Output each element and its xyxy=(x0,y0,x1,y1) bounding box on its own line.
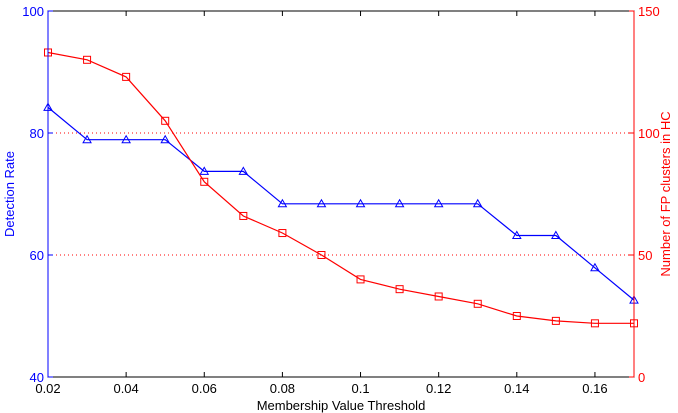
fp-clusters-point xyxy=(161,116,170,125)
detection-rate-point xyxy=(472,198,483,208)
right-y-axis-title: Number of FP clusters in HC xyxy=(658,111,673,276)
detection-rate-point xyxy=(511,230,522,239)
detection-rate-point xyxy=(160,134,171,144)
x-tick-label: 0.12 xyxy=(426,381,451,396)
x-tick-label: 0.1 xyxy=(351,381,369,396)
detection-rate-point xyxy=(590,262,600,272)
fp-clusters-point xyxy=(200,177,209,186)
x-tick-label: 0.14 xyxy=(504,381,529,396)
x-tick-label: 0.16 xyxy=(582,381,607,396)
fp-clusters-point xyxy=(239,211,248,220)
detection-rate-point xyxy=(316,198,327,208)
detection-rate-point xyxy=(121,134,131,144)
x-tick-label: 0.08 xyxy=(270,381,295,396)
axes-layer: 0.02 0.04 0.06 0.08 0.1 0.12 0.14 0.16 40 60 80 100… xyxy=(22,4,659,396)
left-y-tick-label: 60 xyxy=(30,248,44,263)
detection-rate-point xyxy=(238,166,249,175)
detection-rate-line xyxy=(47,106,635,301)
grid-lines xyxy=(48,132,634,256)
right-y-tick-label: 0 xyxy=(638,370,645,385)
fp-clusters-point xyxy=(434,292,443,301)
fp-clusters-point xyxy=(278,229,287,238)
right-y-tick-label: 100 xyxy=(638,126,660,141)
detection-rate-point xyxy=(199,166,210,175)
fp-clusters-point xyxy=(395,285,404,294)
fp-clusters-point xyxy=(122,72,131,81)
detection-rate-point xyxy=(394,198,405,208)
fp-clusters-point xyxy=(473,299,482,308)
left-y-tick-label: 80 xyxy=(30,126,44,141)
detection-rate-point xyxy=(277,198,288,208)
detection-rate-point xyxy=(82,134,92,144)
fp-clusters-point xyxy=(551,316,560,325)
detection-rate-point xyxy=(551,230,561,239)
fp-clusters-point xyxy=(356,275,365,284)
right-y-tick-label: 150 xyxy=(638,4,660,19)
x-tick-label: 0.02 xyxy=(35,381,60,396)
fp-clusters-point xyxy=(590,319,599,328)
fp-clusters-line xyxy=(47,51,634,324)
x-axis-title: Membership Value Threshold xyxy=(257,398,426,413)
fp-clusters-point xyxy=(317,251,326,259)
x-tick-label: 0.06 xyxy=(192,381,217,396)
left-y-axis-title: Detection Rate xyxy=(2,151,17,237)
fp-clusters-point xyxy=(83,55,92,64)
detection-rate-point xyxy=(355,198,366,208)
left-y-tick-label: 40 xyxy=(30,370,44,385)
left-y-tick-label: 100 xyxy=(22,4,44,19)
series-layer xyxy=(43,48,639,328)
detection-rate-point xyxy=(433,198,444,208)
fp-clusters-point xyxy=(512,312,521,320)
right-y-tick-label: 50 xyxy=(638,248,652,263)
x-tick-label: 0.04 xyxy=(113,381,138,396)
